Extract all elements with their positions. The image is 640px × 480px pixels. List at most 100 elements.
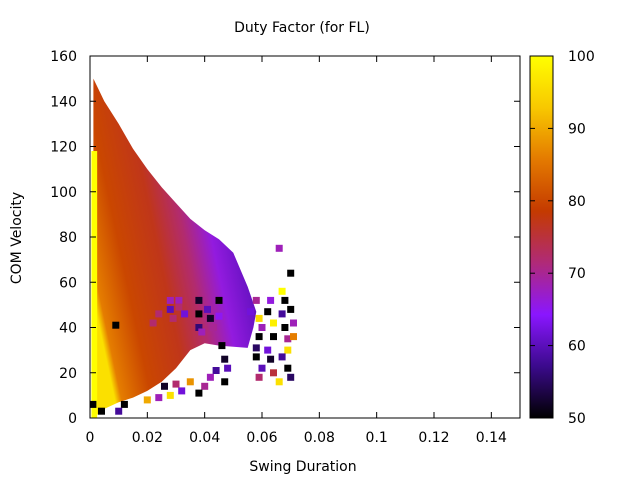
x-tick-label: 0.12 bbox=[418, 430, 449, 446]
data-point bbox=[172, 380, 180, 388]
data-point bbox=[112, 321, 120, 329]
duty-factor-region bbox=[91, 78, 257, 418]
colorbar: 50 60 70 80 90 100 bbox=[529, 49, 595, 427]
data-point bbox=[287, 269, 295, 277]
data-point bbox=[281, 324, 289, 331]
y-axis: 0 20 40 60 80 100 120 140 160 bbox=[50, 49, 520, 427]
x-axis-label: Swing Duration bbox=[249, 459, 356, 475]
x-axis: 0 0.02 0.04 0.06 0.08 0.1 0.12 0.14 bbox=[86, 56, 507, 446]
data-point bbox=[206, 373, 214, 381]
data-point bbox=[270, 319, 277, 327]
colorbar-tick-label: 100 bbox=[568, 49, 595, 65]
data-point bbox=[218, 342, 226, 350]
data-point bbox=[264, 308, 272, 316]
x-tick-label: 0.02 bbox=[132, 430, 163, 446]
y-tick-label: 120 bbox=[50, 140, 77, 156]
data-point bbox=[155, 394, 163, 402]
data-point bbox=[90, 400, 97, 408]
data-point bbox=[258, 364, 266, 372]
data-point bbox=[284, 364, 292, 372]
y-tick-label: 100 bbox=[50, 185, 77, 201]
y-tick-label: 60 bbox=[59, 275, 77, 291]
region-edge-strip bbox=[91, 151, 98, 418]
data-point bbox=[255, 314, 263, 322]
data-point bbox=[120, 400, 128, 408]
data-point bbox=[252, 344, 260, 352]
data-point bbox=[275, 378, 283, 386]
data-point bbox=[206, 314, 214, 322]
data-point bbox=[281, 296, 289, 304]
data-point bbox=[264, 346, 272, 354]
data-point bbox=[252, 296, 260, 304]
colorbar-tick-label: 70 bbox=[568, 266, 586, 282]
y-tick-label: 160 bbox=[50, 49, 77, 65]
data-point bbox=[212, 367, 220, 374]
data-point bbox=[98, 407, 105, 415]
data-point bbox=[198, 328, 206, 336]
data-point bbox=[166, 296, 174, 304]
colorbar-tick-label: 80 bbox=[568, 194, 586, 210]
data-point bbox=[278, 287, 286, 295]
data-point bbox=[284, 335, 292, 343]
data-point bbox=[255, 373, 263, 381]
data-point bbox=[149, 319, 157, 327]
data-point bbox=[143, 396, 151, 404]
data-point bbox=[252, 353, 260, 361]
data-point bbox=[204, 305, 211, 313]
colorbar-tick-label: 60 bbox=[568, 339, 586, 355]
data-point bbox=[175, 303, 183, 311]
data-point bbox=[209, 324, 217, 331]
data-point bbox=[195, 310, 203, 318]
x-tick-label: 0.06 bbox=[246, 430, 277, 446]
data-point bbox=[270, 369, 277, 377]
y-axis-label: COM Velocity bbox=[9, 192, 25, 284]
data-point bbox=[287, 373, 295, 381]
x-tick-label: 0 bbox=[86, 430, 95, 446]
data-point bbox=[247, 308, 254, 316]
data-point bbox=[155, 310, 163, 318]
data-point bbox=[195, 389, 203, 397]
data-point bbox=[178, 387, 186, 395]
data-point bbox=[195, 296, 203, 304]
chart-title: Duty Factor (for FL) bbox=[234, 20, 370, 36]
data-point bbox=[275, 244, 283, 252]
data-point bbox=[175, 296, 183, 304]
data-point bbox=[278, 353, 286, 361]
colorbar-tick-label: 90 bbox=[568, 121, 586, 137]
data-point bbox=[221, 378, 229, 386]
data-point bbox=[258, 324, 266, 331]
y-tick-label: 140 bbox=[50, 94, 77, 110]
colorbar-tick-label: 50 bbox=[568, 411, 586, 427]
data-point bbox=[221, 355, 229, 363]
x-tick-label: 0.08 bbox=[304, 430, 335, 446]
colorbar-gradient bbox=[529, 55, 554, 419]
data-point bbox=[290, 319, 297, 327]
data-point bbox=[290, 333, 297, 341]
data-point bbox=[270, 333, 277, 341]
data-point bbox=[181, 310, 189, 318]
data-point bbox=[166, 391, 174, 399]
data-point bbox=[169, 314, 177, 322]
data-point bbox=[224, 364, 232, 372]
x-tick-label: 0.04 bbox=[189, 430, 220, 446]
data-point bbox=[186, 378, 194, 386]
data-point bbox=[284, 346, 292, 354]
data-point bbox=[215, 296, 223, 304]
y-tick-label: 40 bbox=[59, 321, 77, 337]
data-point bbox=[255, 333, 263, 341]
x-tick-label: 0.1 bbox=[366, 430, 388, 446]
region-fill bbox=[93, 78, 257, 418]
data-point bbox=[195, 324, 203, 331]
data-points bbox=[90, 244, 297, 415]
colorbar-ticks: 50 60 70 80 90 100 bbox=[530, 49, 595, 427]
y-tick-label: 20 bbox=[59, 366, 77, 382]
data-point bbox=[287, 305, 295, 313]
data-point bbox=[267, 296, 275, 304]
data-point bbox=[278, 310, 286, 318]
y-tick-label: 80 bbox=[59, 230, 77, 246]
data-point bbox=[166, 305, 174, 313]
x-tick-label: 0.14 bbox=[476, 430, 507, 446]
data-point bbox=[215, 312, 223, 320]
data-point bbox=[201, 382, 209, 390]
